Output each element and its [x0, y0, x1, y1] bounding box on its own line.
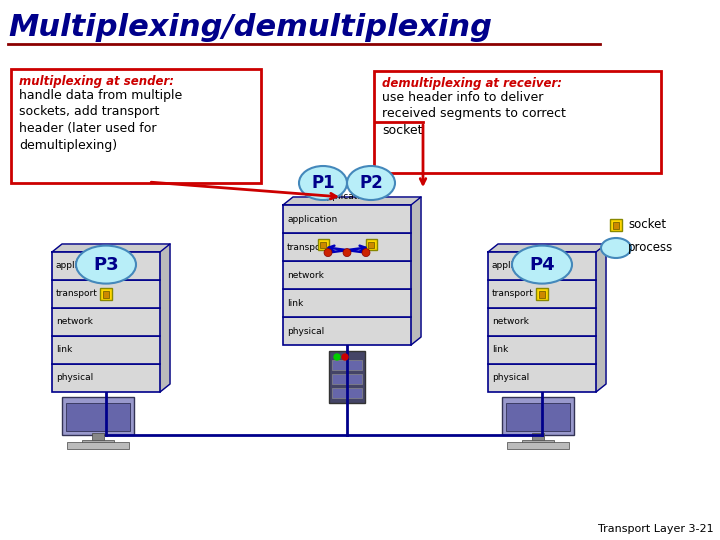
- Text: physical: physical: [56, 374, 94, 382]
- Text: Transport Layer 3-21: Transport Layer 3-21: [598, 524, 714, 534]
- Ellipse shape: [347, 166, 395, 200]
- Text: P2: P2: [359, 174, 383, 192]
- Text: Multiplexing/demultiplexing: Multiplexing/demultiplexing: [8, 13, 492, 42]
- Bar: [100, 288, 112, 300]
- Bar: [532, 433, 544, 441]
- Text: process: process: [628, 241, 673, 254]
- Bar: [283, 317, 411, 345]
- Bar: [283, 289, 411, 317]
- Bar: [332, 388, 362, 398]
- Text: transport: transport: [492, 289, 534, 299]
- Ellipse shape: [601, 238, 631, 258]
- Text: physical: physical: [287, 327, 324, 335]
- Bar: [610, 219, 622, 231]
- Bar: [368, 242, 374, 248]
- Bar: [103, 292, 109, 298]
- Bar: [332, 374, 362, 384]
- Polygon shape: [596, 244, 606, 392]
- Bar: [318, 239, 328, 249]
- Bar: [66, 403, 130, 431]
- Polygon shape: [411, 197, 421, 345]
- Text: transport: transport: [287, 242, 329, 252]
- Bar: [488, 280, 596, 308]
- Text: application: application: [322, 192, 372, 201]
- Bar: [52, 252, 160, 280]
- Text: application: application: [287, 214, 337, 224]
- Bar: [52, 308, 160, 336]
- Bar: [613, 222, 619, 229]
- Text: handle data from multiple
sockets, add transport
header (later used for
demultip: handle data from multiple sockets, add t…: [19, 89, 182, 152]
- Bar: [488, 252, 596, 280]
- Bar: [52, 336, 160, 364]
- Bar: [488, 308, 596, 336]
- Bar: [283, 205, 411, 233]
- Text: socket: socket: [628, 219, 666, 232]
- Bar: [283, 233, 411, 261]
- Ellipse shape: [76, 246, 136, 284]
- Bar: [539, 292, 545, 298]
- Text: demultiplexing at receiver:: demultiplexing at receiver:: [382, 77, 562, 90]
- Bar: [366, 239, 377, 249]
- Text: P3: P3: [93, 255, 119, 274]
- Bar: [67, 442, 129, 449]
- Bar: [329, 351, 365, 403]
- Bar: [488, 364, 596, 392]
- Bar: [507, 442, 569, 449]
- Bar: [82, 440, 114, 445]
- Bar: [522, 440, 554, 445]
- Text: multiplexing at sender:: multiplexing at sender:: [19, 75, 174, 88]
- Polygon shape: [160, 244, 170, 392]
- Bar: [92, 433, 104, 441]
- Text: P1: P1: [311, 174, 335, 192]
- Text: link: link: [492, 346, 508, 354]
- FancyBboxPatch shape: [502, 397, 574, 435]
- Text: use header info to deliver
received segments to correct
socket: use header info to deliver received segm…: [382, 91, 566, 137]
- Text: network: network: [56, 318, 93, 327]
- Ellipse shape: [512, 246, 572, 284]
- Bar: [536, 288, 548, 300]
- Polygon shape: [283, 197, 421, 205]
- FancyBboxPatch shape: [62, 397, 134, 435]
- Text: link: link: [287, 299, 303, 307]
- Text: application: application: [492, 261, 542, 271]
- Text: network: network: [492, 318, 529, 327]
- Circle shape: [342, 354, 348, 360]
- Bar: [52, 364, 160, 392]
- Text: physical: physical: [492, 374, 529, 382]
- FancyBboxPatch shape: [374, 71, 661, 173]
- Text: network: network: [287, 271, 324, 280]
- Circle shape: [324, 248, 332, 256]
- Text: application: application: [56, 261, 107, 271]
- Circle shape: [362, 248, 370, 256]
- FancyBboxPatch shape: [11, 69, 261, 183]
- Bar: [283, 261, 411, 289]
- Circle shape: [343, 248, 351, 256]
- Text: link: link: [56, 346, 72, 354]
- Bar: [332, 360, 362, 370]
- Bar: [320, 242, 325, 248]
- Bar: [52, 280, 160, 308]
- Circle shape: [334, 354, 340, 360]
- Polygon shape: [52, 244, 170, 252]
- Text: transport: transport: [56, 289, 98, 299]
- Ellipse shape: [299, 166, 347, 200]
- Bar: [506, 403, 570, 431]
- Polygon shape: [488, 244, 606, 252]
- Text: P4: P4: [529, 255, 555, 274]
- Bar: [488, 336, 596, 364]
